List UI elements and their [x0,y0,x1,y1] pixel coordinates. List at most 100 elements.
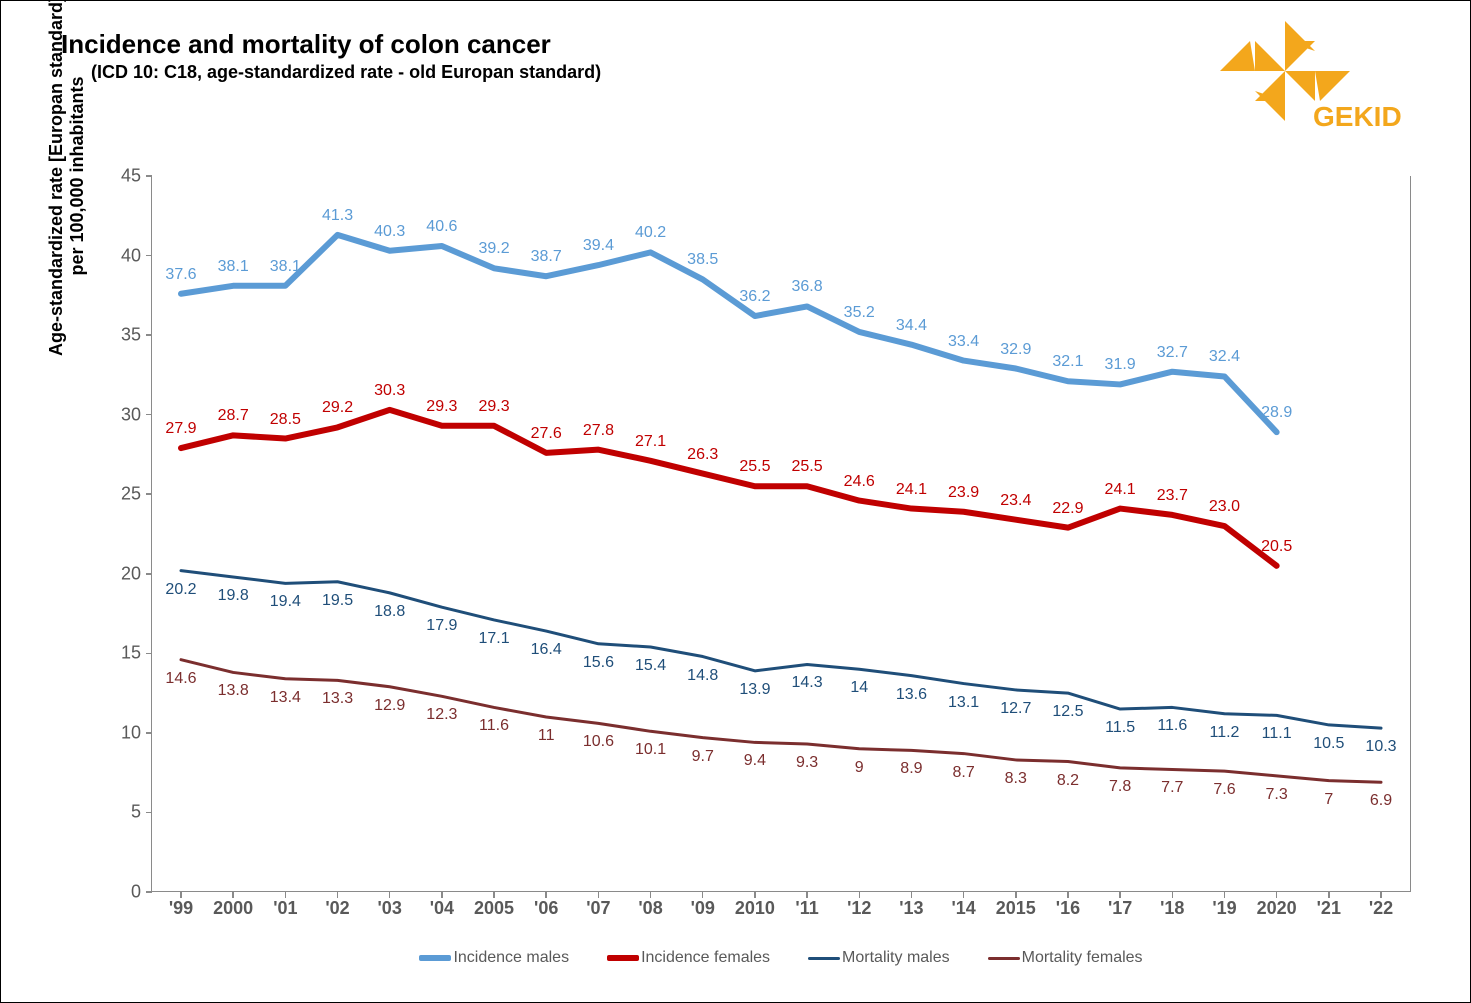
data-label: 38.1 [270,258,301,276]
data-label: 20.5 [1261,538,1292,556]
legend-label: Incidence females [641,949,770,967]
data-label: 40.2 [635,224,666,242]
ytick-label: 20 [81,563,141,584]
data-label: 25.5 [792,458,823,476]
data-label: 6.9 [1370,792,1392,810]
data-label: 29.3 [426,398,457,416]
page: Incidence and mortality of colon cancer … [0,0,1471,1003]
data-label: 27.8 [583,422,614,440]
data-label: 13.1 [948,694,979,712]
data-label: 34.4 [896,317,927,335]
data-label: 8.9 [900,760,922,778]
legend-swatch [419,955,451,961]
data-label: 7.6 [1213,781,1235,799]
data-label: 19.5 [322,592,353,610]
data-label: 9.3 [796,754,818,772]
data-label: 14.8 [687,667,718,685]
chart-area: 051015202530354045'992000'01'02'03'04200… [151,176,1411,892]
data-label: 10.3 [1365,738,1396,756]
data-label: 19.4 [270,593,301,611]
data-label: 23.9 [948,484,979,502]
data-label: 30.3 [374,382,405,400]
xtick-label: '02 [325,898,349,919]
data-label: 32.7 [1157,344,1188,362]
data-label: 28.7 [218,407,249,425]
data-label: 9 [855,759,864,777]
legend-item-incidence_males: Incidence males [419,949,569,967]
ytick-label: 5 [81,802,141,823]
xtick-label: '09 [691,898,715,919]
ytick-label: 15 [81,643,141,664]
series-line-mortality_females [181,660,1381,783]
data-label: 20.2 [165,581,196,599]
data-label: 29.2 [322,399,353,417]
data-label: 23.4 [1000,492,1031,510]
gekid-logo-text: GEKID [1313,101,1402,132]
data-label: 32.4 [1209,348,1240,366]
data-label: 8.2 [1057,772,1079,790]
data-label: 9.4 [744,752,766,770]
data-label: 12.3 [426,706,457,724]
legend-swatch [988,957,1020,960]
data-label: 40.3 [374,223,405,241]
legend-label: Mortality males [842,949,950,967]
data-label: 40.6 [426,218,457,236]
data-label: 13.3 [322,690,353,708]
data-label: 27.6 [531,425,562,443]
legend-label: Mortality females [1022,949,1143,967]
data-label: 7 [1324,791,1333,809]
data-label: 8.7 [952,764,974,782]
data-label: 29.3 [478,398,509,416]
data-label: 11.2 [1209,724,1239,742]
ytick-label: 40 [81,245,141,266]
data-label: 39.2 [478,240,509,258]
xtick-label: '19 [1212,898,1236,919]
xtick-label: '11 [795,898,818,919]
data-label: 7.8 [1109,778,1131,796]
data-label: 16.4 [531,641,562,659]
gekid-logo-icon: GEKID [1220,21,1410,151]
xtick-label: '04 [430,898,454,919]
data-label: 38.7 [531,248,562,266]
legend-label: Incidence males [453,949,569,967]
y-axis-title: Age-standardized rate [Europan standard]… [46,0,88,534]
data-label: 28.9 [1261,404,1292,422]
data-label: 15.6 [583,654,614,672]
xtick-label: '16 [1056,898,1080,919]
xtick-label: '99 [169,898,193,919]
data-label: 17.1 [478,630,509,648]
legend-item-mortality_males: Mortality males [808,949,950,967]
xtick-label: 2020 [1257,898,1297,919]
data-label: 10.6 [583,733,614,751]
data-label: 19.8 [218,587,249,605]
legend-item-incidence_females: Incidence females [607,949,770,967]
ytick-label: 35 [81,325,141,346]
data-label: 41.3 [322,207,353,225]
data-label: 12.7 [1000,700,1031,718]
legend-swatch [808,957,840,960]
data-label: 35.2 [844,304,875,322]
chart-title: Incidence and mortality of colon cancer [61,29,601,60]
chart-header: Incidence and mortality of colon cancer … [61,29,601,83]
xtick-label: '07 [586,898,610,919]
data-label: 11.5 [1105,719,1135,737]
gekid-logo: GEKID [1220,21,1410,156]
data-label: 17.9 [426,617,457,635]
data-label: 27.9 [165,420,196,438]
data-label: 9.7 [692,748,714,766]
data-label: 26.3 [687,446,718,464]
xtick-label: '14 [951,898,975,919]
data-label: 13.4 [270,689,301,707]
xtick-label: 2005 [474,898,514,919]
data-label: 14 [850,679,868,697]
xtick-label: 2015 [996,898,1036,919]
xtick-label: '18 [1160,898,1184,919]
data-label: 38.1 [218,258,249,276]
data-label: 10.5 [1313,735,1344,753]
ytick-label: 10 [81,722,141,743]
data-label: 8.3 [1005,770,1027,788]
ytick-label: 0 [81,882,141,903]
data-label: 13.6 [896,686,927,704]
legend: Incidence males Incidence females Mortalit… [151,949,1411,967]
data-label: 24.1 [1105,481,1136,499]
